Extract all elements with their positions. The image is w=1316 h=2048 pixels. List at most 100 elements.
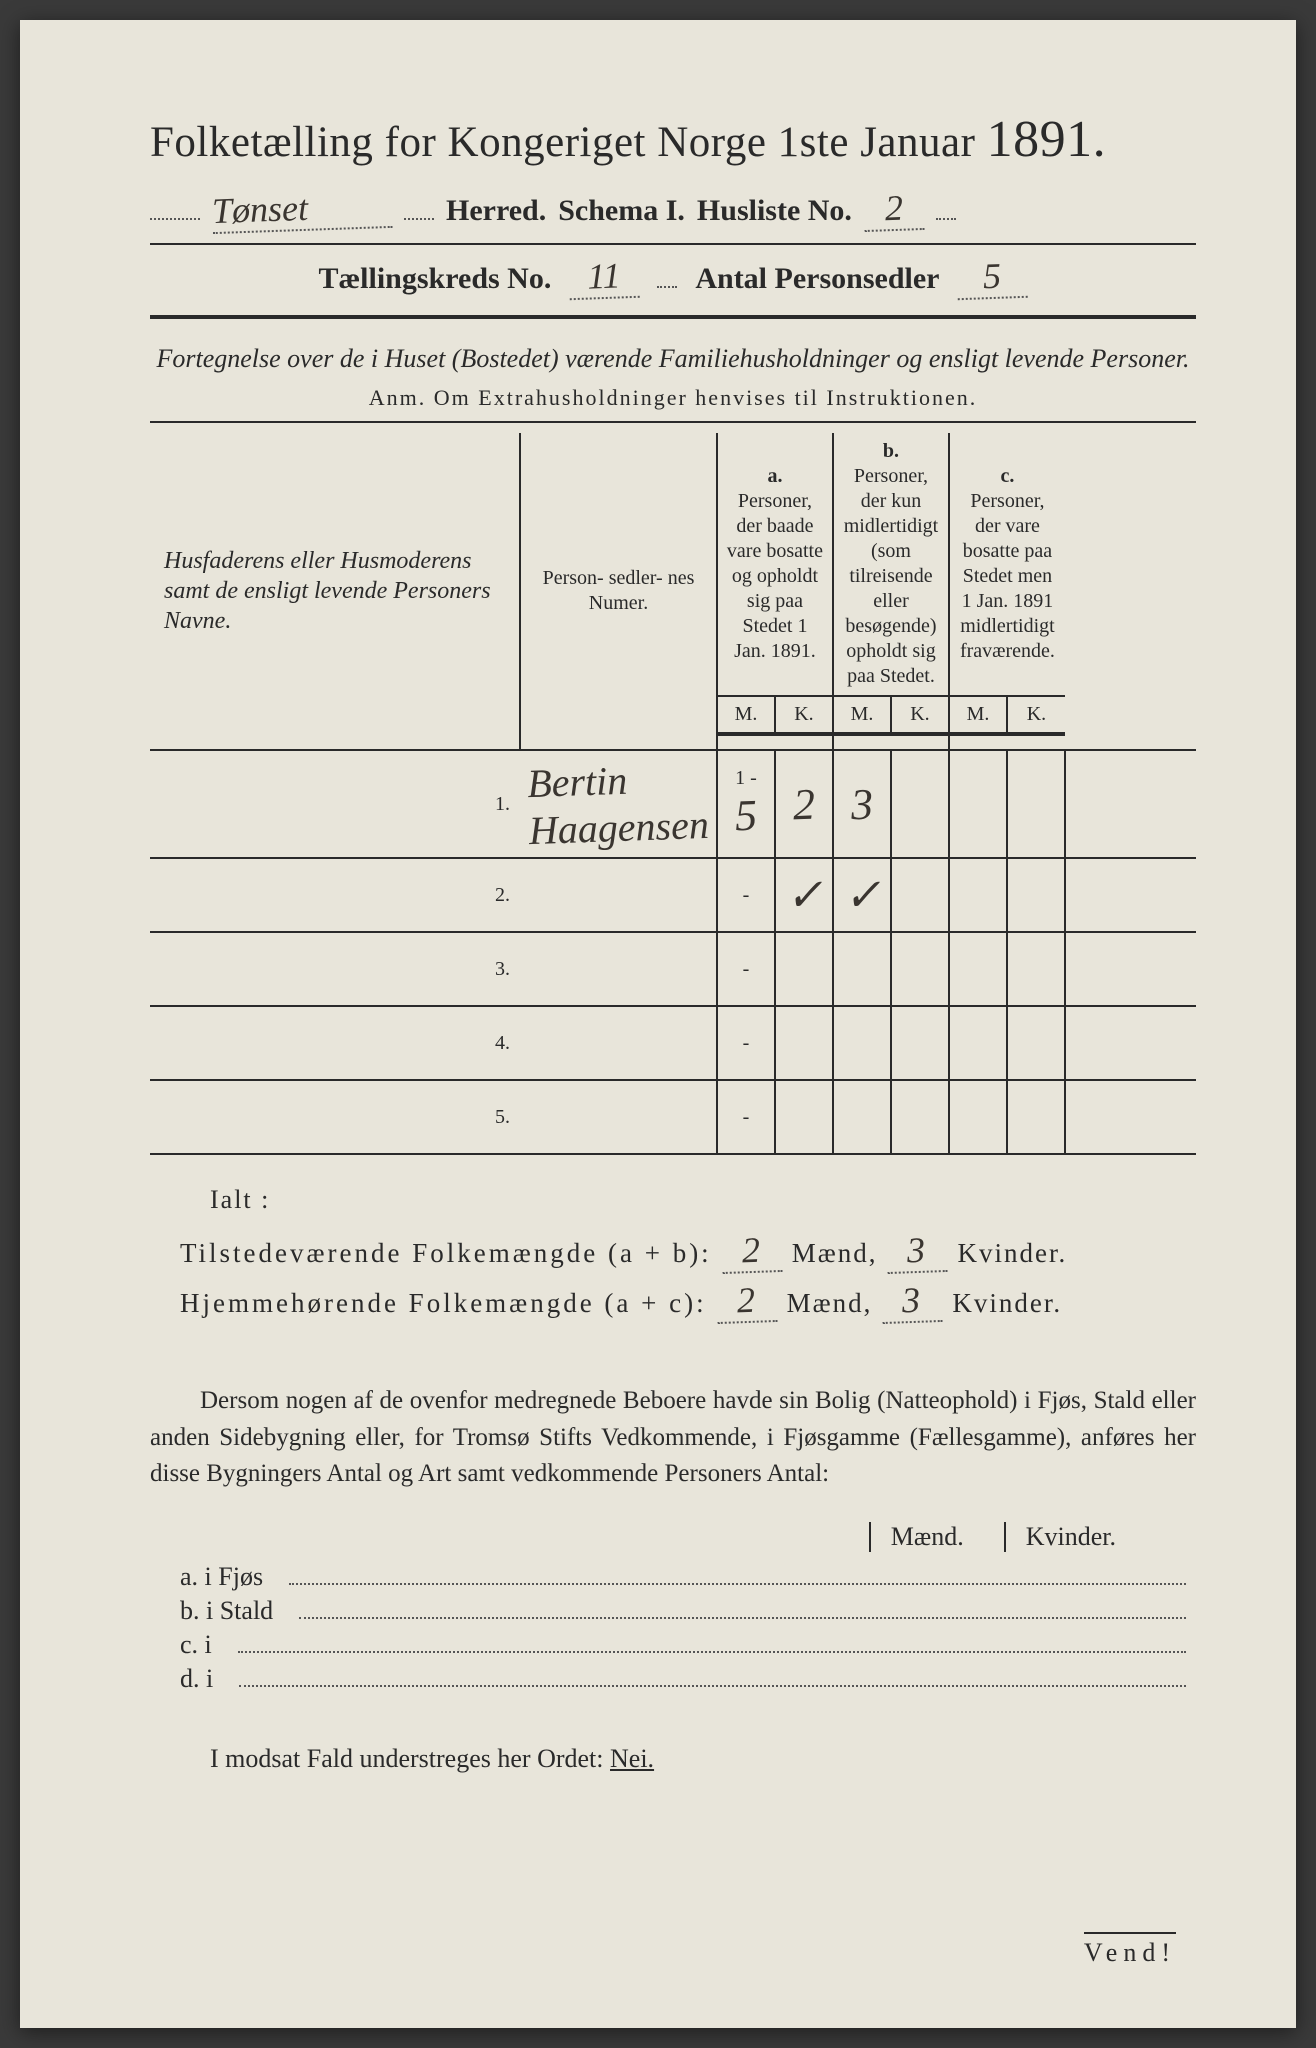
a-k-cell — [833, 1080, 891, 1154]
col-c-m: M. — [949, 696, 1007, 734]
name-cell — [520, 932, 717, 1006]
col-a-k: K. — [775, 696, 833, 734]
numer-cell: 1 - 5 — [717, 750, 775, 858]
sum1-m: 2 — [721, 1228, 782, 1274]
c-m-cell — [1007, 1080, 1065, 1154]
sum1-k: 3 — [887, 1228, 948, 1274]
name-cell — [520, 1006, 717, 1080]
a-m-cell — [775, 932, 833, 1006]
b-m-cell — [891, 932, 949, 1006]
col-b-m: M. — [833, 696, 891, 734]
col-b-k: K. — [891, 696, 949, 734]
name-cell — [520, 858, 717, 932]
col-b: b. Personer, der kun midlertidigt (som t… — [833, 433, 949, 696]
numer-cell: - — [717, 1006, 775, 1080]
schema-label: Schema I. — [558, 194, 685, 228]
list-c-label: c. i — [180, 1630, 212, 1660]
c-k-cell — [1065, 858, 1196, 932]
kvinder-1: Kvinder. — [957, 1238, 1067, 1269]
mk-kvinder: Kvinder. — [1004, 1522, 1116, 1552]
b-k-cell — [949, 858, 1007, 932]
a-k-cell — [833, 1006, 891, 1080]
table-body: 1.Bertin Haagensen1 - 5232.-✓✓3.-4.-5.- — [150, 750, 1196, 1154]
row-number: 4. — [150, 1006, 520, 1080]
sum-line-home: Hjemmehørende Folkemængde (a + c): 2 Mæn… — [180, 1279, 1196, 1323]
mk-maend: Mænd. — [869, 1522, 964, 1552]
dots-d — [239, 1685, 1186, 1687]
c-m-cell — [1007, 750, 1065, 858]
dot-lead — [150, 218, 200, 220]
a-m-cell: 2 — [775, 750, 833, 858]
c-k-cell — [1065, 750, 1196, 858]
b-k-cell — [949, 750, 1007, 858]
sum1-label: Tilstedeværende Folkemængde (a + b): — [180, 1238, 712, 1269]
c-k-cell — [1065, 1006, 1196, 1080]
b-k-cell — [949, 1006, 1007, 1080]
a-m-cell — [775, 1080, 833, 1154]
antal-value: 5 — [957, 254, 1028, 300]
herred-value: Tønset — [211, 184, 392, 234]
c-m-cell — [1007, 932, 1065, 1006]
b-k-cell — [949, 1080, 1007, 1154]
sum2-k: 3 — [882, 1278, 943, 1324]
a-k-cell: 3 — [833, 750, 891, 858]
col-a-m: M. — [717, 696, 775, 734]
c-m-cell — [1007, 858, 1065, 932]
list-d-label: d. i — [180, 1664, 213, 1694]
spacer-b — [833, 734, 949, 750]
annotation-note: Anm. Om Extrahusholdninger henvises til … — [150, 385, 1196, 411]
kreds-value: 11 — [569, 254, 640, 300]
listing-a: a. i Fjøs — [180, 1562, 1196, 1592]
kvinder-2: Kvinder. — [952, 1288, 1062, 1319]
b-m-cell — [891, 750, 949, 858]
row-number: 3. — [150, 932, 520, 1006]
husliste-label: Husliste No. — [697, 194, 852, 228]
a-k-cell — [833, 932, 891, 1006]
row-number: 1. — [150, 750, 520, 858]
b-k-cell — [949, 932, 1007, 1006]
divider-thin-2 — [150, 421, 1196, 423]
nei-word: Nei. — [610, 1744, 654, 1773]
table-row: 4. - — [150, 1006, 1196, 1080]
listing-b: b. i Stald — [180, 1596, 1196, 1626]
b-m-cell — [891, 858, 949, 932]
col-a: a. Personer, der baade vare bosatte og o… — [717, 433, 833, 696]
nei-pre: I modsat Fald understreges her Ordet: — [210, 1744, 604, 1773]
listing-d: d. i — [180, 1664, 1196, 1694]
dots-c — [238, 1651, 1186, 1653]
sum-line-present: Tilstedeværende Folkemængde (a + b): 2 M… — [180, 1229, 1196, 1273]
maend-1: Mænd, — [792, 1238, 878, 1269]
divider-thin-1 — [150, 243, 1196, 245]
numer-cell: - — [717, 932, 775, 1006]
kreds-label: Tællingskreds No. — [319, 262, 552, 296]
a-k-cell: ✓ — [833, 858, 891, 932]
antal-label: Antal Personsedler — [695, 262, 939, 296]
dot-trail — [404, 218, 434, 220]
numer-cell: - — [717, 1080, 775, 1154]
sum2-label: Hjemmehørende Folkemængde (a + c): — [180, 1288, 707, 1319]
table-row: 3. - — [150, 932, 1196, 1006]
herred-label: Herred. — [446, 194, 546, 228]
census-form-page: Folketælling for Kongeriget Norge 1ste J… — [20, 20, 1296, 2028]
nei-line: I modsat Fald understreges her Ordet: Ne… — [210, 1744, 1196, 1774]
a-m-cell: ✓ — [775, 858, 833, 932]
name-cell: Bertin Haagensen — [520, 750, 717, 858]
list-a-label: a. i Fjøs — [180, 1562, 263, 1592]
dot-mid — [657, 286, 677, 288]
spacer-c — [949, 734, 1065, 750]
col-name: Husfaderens eller Husmoderens samt de en… — [150, 433, 520, 750]
spacer-a — [717, 734, 833, 750]
c-m-cell — [1007, 1006, 1065, 1080]
table-row: 1.Bertin Haagensen1 - 523 — [150, 750, 1196, 858]
c-k-cell — [1065, 1080, 1196, 1154]
building-paragraph: Dersom nogen af de ovenfor medregnede Be… — [150, 1383, 1196, 1492]
b-m-cell — [891, 1080, 949, 1154]
table-row: 2.-✓✓ — [150, 858, 1196, 932]
header-line-2: Tællingskreds No. 11 Antal Personsedler … — [150, 255, 1196, 299]
mk-header: Mænd. Kvinder. — [150, 1522, 1196, 1552]
title-year: 1891. — [987, 111, 1107, 168]
header-line-1: Tønset Herred. Schema I. Husliste No. 2 — [150, 187, 1196, 231]
listing-c: c. i — [180, 1630, 1196, 1660]
dots-b — [299, 1617, 1186, 1619]
numer-cell: - — [717, 858, 775, 932]
